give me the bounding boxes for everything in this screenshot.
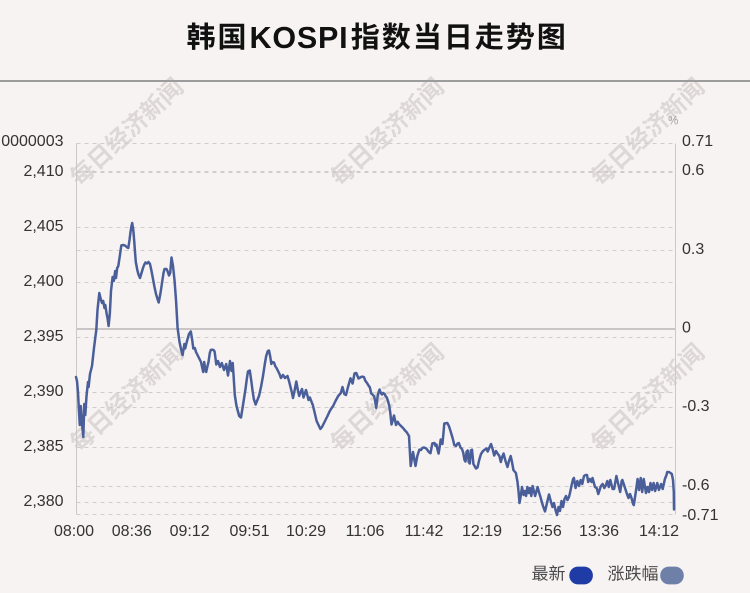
svg-text:10:29: 10:29 (286, 523, 326, 540)
svg-text:%: % (668, 115, 678, 127)
svg-text:14:12: 14:12 (639, 523, 679, 540)
svg-text:KOSPI: KOSPI (250, 21, 349, 55)
svg-text:-0.6: -0.6 (682, 477, 710, 494)
svg-text:0: 0 (682, 320, 691, 337)
svg-text:-0.71: -0.71 (682, 507, 719, 524)
svg-text:08:00: 08:00 (54, 523, 94, 540)
svg-text:2,385: 2,385 (23, 438, 63, 455)
svg-text:2,410: 2,410 (23, 163, 63, 180)
svg-text:2,380: 2,380 (23, 493, 63, 510)
svg-text:-0.3: -0.3 (682, 398, 710, 415)
svg-text:2,405: 2,405 (23, 218, 63, 235)
svg-text:11:06: 11:06 (346, 523, 385, 540)
svg-text:0000003: 0000003 (1, 133, 63, 150)
svg-text:0.3: 0.3 (682, 241, 704, 258)
svg-text:0.6: 0.6 (682, 162, 704, 179)
svg-text:08:36: 08:36 (112, 523, 152, 540)
svg-text:2,400: 2,400 (23, 273, 63, 290)
svg-text:2,390: 2,390 (23, 383, 63, 400)
svg-text:0.71: 0.71 (682, 133, 713, 150)
svg-text:13:36: 13:36 (579, 523, 619, 540)
svg-text:09:51: 09:51 (229, 523, 269, 540)
svg-text:11:42: 11:42 (405, 523, 444, 540)
svg-text:09:12: 09:12 (170, 523, 210, 540)
svg-text:12:56: 12:56 (522, 523, 562, 540)
svg-text:2,395: 2,395 (23, 328, 63, 345)
svg-text:12:19: 12:19 (462, 523, 502, 540)
